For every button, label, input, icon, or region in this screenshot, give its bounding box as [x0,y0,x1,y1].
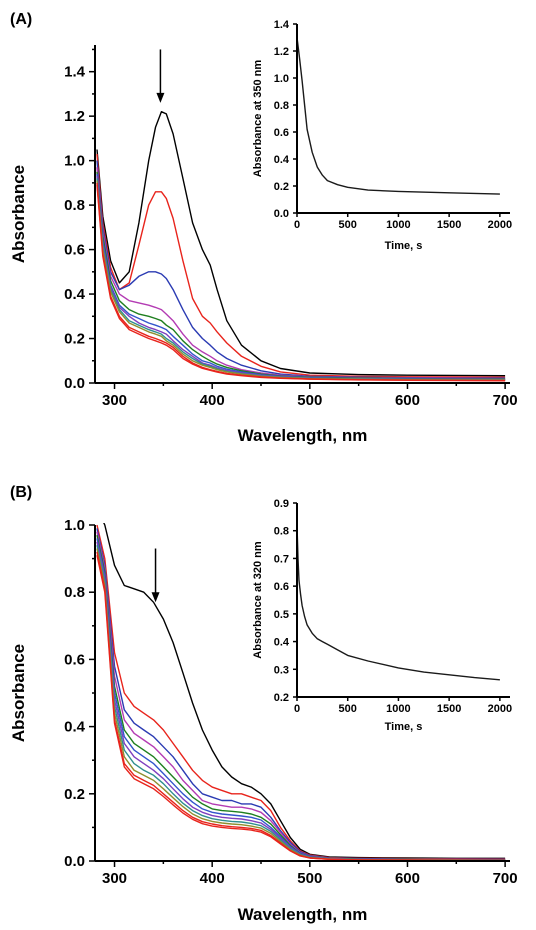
y-tick-label: 0.8 [64,584,85,601]
series-line-1 [103,523,506,859]
panel-b-inset: 0 500 1000 1500 2000 0.2 0.3 0.4 0.5 0.6 0.7 0.8 0.9… [252,498,512,733]
x-tick-label: 2000 [488,703,512,715]
decrease-arrow [151,548,160,603]
x-tick-label: 700 [493,392,518,409]
x-tick-label: 500 [339,219,357,231]
series-group [297,37,500,195]
y-tick-label: 0.4 [64,719,86,736]
y-tick-label: 0.8 [64,197,85,214]
x-axis-title: Time, s [385,240,423,252]
x-tick-label: 600 [395,392,420,409]
y-tick-label: 0.6 [274,581,289,593]
series-line-7 [96,176,506,381]
panel-a: 300 400 500 600 700 0.0 0.2 0.4 0.6 0.8 1.0 1.2 1.4 W… [9,11,518,445]
series-line-1 [297,37,500,195]
panel-label: (B) [10,484,32,501]
panel-b: 300 400 500 600 700 0.0 0.2 0.4 0.6 0.8 1.0 Wavelen… [9,484,518,924]
y-axis-title: Absorbance at 350 nm [252,60,264,178]
y-axis-title: Absorbance [9,165,28,263]
y-tick-label: 0.4 [274,154,290,166]
decrease-arrow [156,49,165,103]
x-tick-label: 0 [294,703,300,715]
y-tick-label: 0.6 [64,242,85,259]
y-tick-label: 0.2 [274,181,289,193]
y-tick-label: 0.0 [274,208,289,220]
y-tick-label: 0.6 [274,127,289,139]
series-line-11 [96,555,506,861]
y-tick-label: 1.4 [64,64,86,81]
x-axis-title: Time, s [385,721,423,733]
series-line-1 [297,525,500,681]
y-tick-label: 1.4 [274,19,290,31]
y-tick-label: 0.4 [64,286,86,303]
series-line-4 [96,531,506,861]
series-line-3 [96,528,506,860]
y-tick-label: 0.3 [274,664,289,676]
x-tick-label: 300 [102,392,127,409]
x-tick-label: 400 [200,392,225,409]
x-tick-label: 0 [294,219,300,231]
y-tick-label: 1.2 [64,108,85,125]
y-tick-label: 0.8 [274,100,289,112]
series-line-5 [96,171,506,380]
y-axis-title: Absorbance at 320 nm [252,541,264,659]
x-tick-label: 500 [339,703,357,715]
series-line-1 [96,111,506,377]
y-tick-label: 1.0 [64,517,85,534]
y-tick-label: 0.7 [274,553,289,565]
panel-a-inset: 0 500 1000 1500 2000 0.0 0.2 0.4 0.6 0.8 1.0 1.2 1.4… [252,19,512,252]
series-line-9 [96,180,506,381]
y-tick-label: 0.2 [274,692,289,704]
y-tick-label: 1.0 [274,73,289,85]
y-tick-label: 0.0 [64,375,85,392]
x-axis-title: Wavelength, nm [238,905,368,924]
y-tick-label: 1.2 [274,46,289,58]
x-tick-label: 400 [200,870,225,887]
x-tick-label: 600 [395,870,420,887]
series-line-2 [96,153,506,378]
series-group [96,523,506,861]
x-tick-label: 700 [493,870,518,887]
y-tick-label: 0.4 [274,637,290,649]
y-tick-label: 0.8 [274,526,289,538]
series-group [96,111,506,382]
x-tick-label: 1500 [437,219,461,231]
y-tick-label: 0.5 [274,609,289,621]
series-group [297,525,500,681]
y-tick-label: 0.0 [64,853,85,870]
x-tick-label: 500 [297,870,322,887]
x-tick-label: 2000 [488,219,512,231]
y-axis-title: Absorbance [9,644,28,742]
series-line-11 [96,185,506,382]
x-tick-label: 500 [297,392,322,409]
series-line-7 [96,541,506,861]
y-tick-label: 0.6 [64,651,85,668]
series-line-6 [96,173,506,381]
x-axis-title: Wavelength, nm [238,426,368,445]
x-tick-label: 1000 [386,703,410,715]
x-tick-label: 1500 [437,703,461,715]
y-tick-label: 0.2 [64,331,85,348]
y-tick-label: 0.2 [64,786,85,803]
series-line-2 [96,524,506,860]
y-tick-label: 0.9 [274,498,289,510]
y-tick-label: 1.0 [64,153,85,170]
panel-label: (A) [10,11,32,28]
series-line-6 [96,538,506,861]
x-tick-label: 300 [102,870,127,887]
series-line-8 [96,178,506,381]
x-tick-label: 1000 [386,219,410,231]
